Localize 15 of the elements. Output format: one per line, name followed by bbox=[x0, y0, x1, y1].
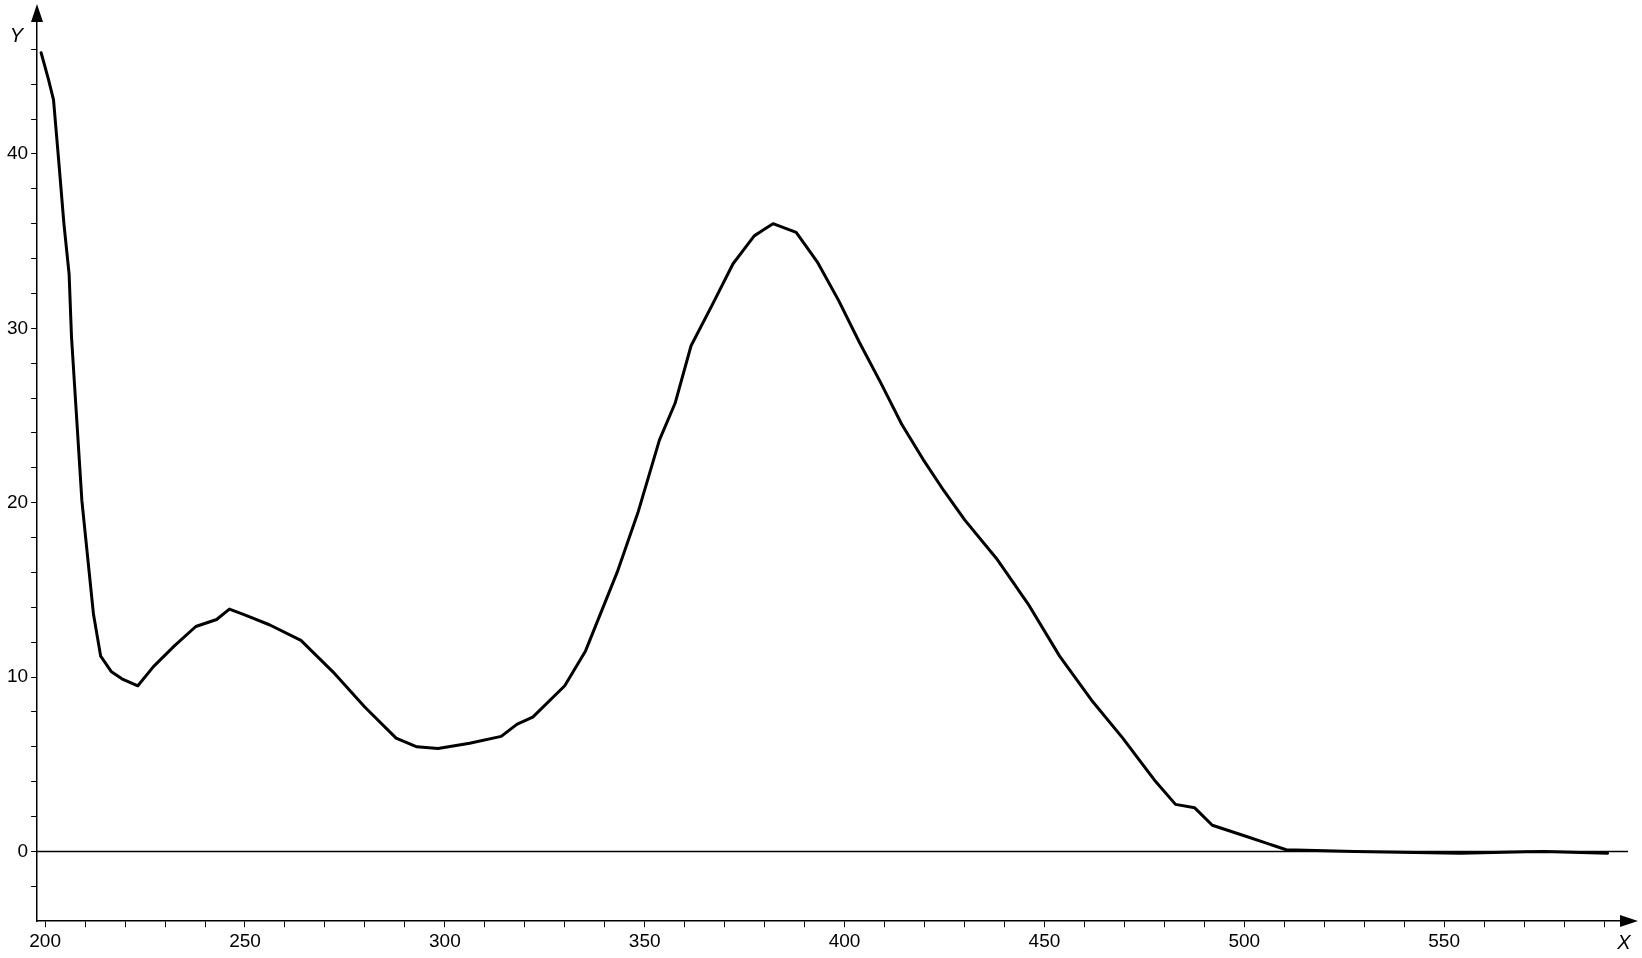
x-tick-label: 300 bbox=[428, 929, 461, 951]
x-tick-label: 550 bbox=[1428, 929, 1460, 951]
x-tick-label: 450 bbox=[1028, 929, 1061, 951]
x-tick-label: 250 bbox=[229, 929, 261, 951]
x-tick-label: 500 bbox=[1228, 929, 1261, 951]
y-tick-label: 30 bbox=[6, 316, 29, 338]
x-tick-label: 200 bbox=[29, 929, 61, 951]
y-axis-title: Y bbox=[9, 23, 25, 46]
y-tick-label: 40 bbox=[6, 142, 29, 164]
y-tick-label: 20 bbox=[6, 490, 29, 512]
y-tick-label: 0 bbox=[17, 839, 29, 861]
x-tick-label: 400 bbox=[828, 929, 861, 951]
x-tick-label: 350 bbox=[628, 929, 661, 951]
x-axis-title: X bbox=[1616, 930, 1632, 953]
y-tick-label: 10 bbox=[6, 665, 29, 687]
